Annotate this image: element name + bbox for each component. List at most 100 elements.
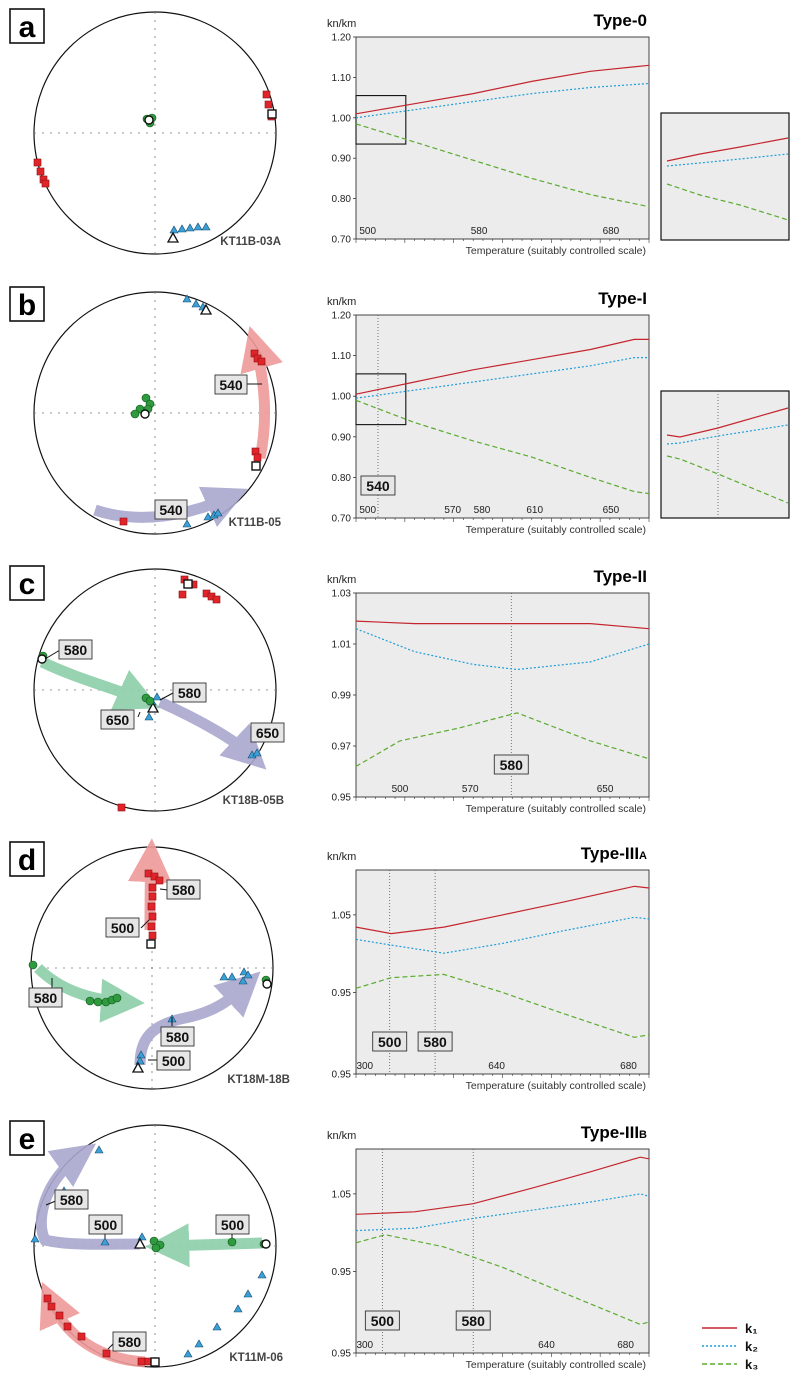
panel-a-letter: a	[9, 8, 45, 44]
panel-letter-b: b	[18, 289, 36, 322]
series-k1-line	[355, 1156, 650, 1215]
temp-label-580-k3: 580	[58, 639, 93, 660]
y-tick-label: 1.01	[332, 640, 352, 651]
svg-text:540: 540	[366, 478, 390, 494]
x-axis-label: Temperature (suitably controlled scale)	[466, 524, 646, 536]
line-chart-e: kn/km Type-IIIB 1.05 0.95 0.95 300 640 680 Tempe…	[327, 1123, 650, 1371]
x-tick-label: 500	[359, 226, 376, 237]
k3-mean-circle	[140, 409, 150, 419]
sample-name-c: KT18B-05B	[223, 795, 284, 807]
y-axis-label: kn/km	[327, 574, 356, 586]
y-tick-label: 0.70	[332, 235, 352, 246]
k3-circles	[28, 960, 271, 1007]
k2-path-arrow	[134, 971, 261, 1066]
y-axis-label: kn/km	[327, 18, 356, 30]
plot-area	[355, 36, 650, 240]
svg-text:580: 580	[423, 1034, 447, 1050]
inset-b	[660, 390, 790, 519]
plot-area	[355, 314, 650, 519]
svg-text:650: 650	[256, 725, 280, 741]
svg-text:500: 500	[162, 1053, 186, 1069]
sample-name-b: KT11B-05	[229, 517, 282, 529]
series-k3-line	[355, 399, 650, 495]
x-tick-label: 580	[474, 505, 491, 516]
inset-a-k3	[666, 183, 789, 221]
temp-label-580-k2: 580	[160, 1026, 195, 1047]
k3-mean-circle	[144, 115, 154, 125]
chart-title: Type-I	[598, 289, 647, 308]
x-tick-label: 580	[471, 226, 488, 237]
svg-text:580: 580	[64, 642, 88, 658]
svg-text:580: 580	[172, 882, 196, 898]
svg-text:540: 540	[159, 502, 183, 518]
reference-temp-label: 500	[364, 1310, 400, 1331]
svg-text:540: 540	[219, 377, 243, 393]
panel-c-letter: c	[9, 565, 45, 601]
y-tick-label: 0.70	[332, 514, 352, 525]
k2-mean-triangle	[166, 231, 180, 243]
y-tick-label: 0.90	[332, 154, 352, 165]
svg-text:580: 580	[34, 990, 58, 1006]
panel-b-letter: b	[9, 286, 45, 322]
series-k1-line	[355, 338, 649, 395]
temp-label-500-k1: 500	[105, 917, 140, 938]
k1-squares	[119, 349, 266, 526]
temp-label-540-k1: 540	[214, 374, 248, 395]
sample-name-d: KT18M-18B	[227, 1074, 290, 1086]
series-k1-line	[355, 64, 650, 115]
temp-label-500-k3: 500	[215, 1214, 250, 1235]
k3-circles	[130, 393, 155, 419]
panel-letter-c: c	[19, 568, 36, 601]
reference-temp-label: 540	[360, 475, 396, 496]
svg-text:500: 500	[378, 1034, 402, 1050]
series-k2-line	[355, 82, 650, 119]
k2-mean-triangle	[131, 1061, 145, 1073]
k1-mean-square	[267, 109, 277, 119]
chart-title-sub: A	[639, 850, 647, 862]
series-k3-line	[355, 123, 650, 208]
stereonet-c: 580 580 650 650 KT18B-05B	[33, 568, 285, 812]
x-axis-label: Temperature (suitably controlled scale)	[466, 1359, 646, 1371]
line-chart-a: kn/km Type-0 1.20 1.10 1.00 0.90 0.80 0.70 500 58…	[327, 11, 650, 257]
reference-temp-label: 580	[493, 754, 529, 775]
y-tick-label: 1.10	[332, 351, 352, 362]
y-tick-label: 0.80	[332, 194, 352, 205]
inset-a-k1	[666, 137, 789, 162]
svg-text:500: 500	[94, 1217, 118, 1233]
y-axis-label: kn/km	[327, 851, 356, 863]
legend-k1-label: k₁	[745, 1321, 758, 1336]
y-tick-label: 0.95	[332, 1349, 352, 1360]
k3-mean-circle	[261, 1239, 271, 1249]
y-tick-label: 0.95	[332, 1267, 352, 1278]
inset-b-k3	[666, 455, 789, 504]
y-tick-label: 0.97	[332, 742, 352, 753]
panel-e-letter: e	[9, 1120, 45, 1156]
k1-mean-square	[150, 1357, 160, 1367]
x-tick-label: 570	[462, 784, 479, 795]
temp-label-580-k3: 580	[28, 987, 63, 1008]
reference-temp-label: 580	[455, 1310, 491, 1331]
stereonet-e: 580 500 500 580 KT11M-06	[30, 1124, 283, 1368]
temp-label-580-center: 580	[172, 682, 207, 703]
x-tick-label: 570	[444, 505, 461, 516]
svg-text:580: 580	[60, 1192, 84, 1208]
svg-text:500: 500	[111, 920, 135, 936]
panel-letter-e: e	[19, 1123, 36, 1156]
x-tick-label: 610	[526, 505, 543, 516]
temp-label-580-k2: 580	[54, 1189, 89, 1210]
y-tick-label: 1.00	[332, 392, 352, 403]
k2-mean-triangle	[133, 1237, 147, 1249]
line-chart-b: kn/km Type-I 1.20 1.10 1.00 0.90 0.80 0.70 500 57…	[327, 289, 650, 536]
y-tick-label: 0.95	[332, 988, 352, 999]
sample-name-e: KT11M-06	[229, 1352, 283, 1364]
y-tick-label: 0.80	[332, 473, 352, 484]
y-tick-label: 0.95	[332, 1070, 352, 1081]
temp-label-540-k2: 540	[154, 499, 188, 520]
panel-letter-d: d	[18, 844, 36, 877]
series-k3-line	[355, 973, 650, 1038]
temp-label-500-k2: 500	[156, 1050, 191, 1071]
zoom-box	[355, 373, 407, 426]
x-tick-label: 680	[620, 1061, 637, 1072]
y-tick-label: 1.20	[332, 33, 352, 44]
svg-text:580: 580	[118, 1334, 142, 1350]
